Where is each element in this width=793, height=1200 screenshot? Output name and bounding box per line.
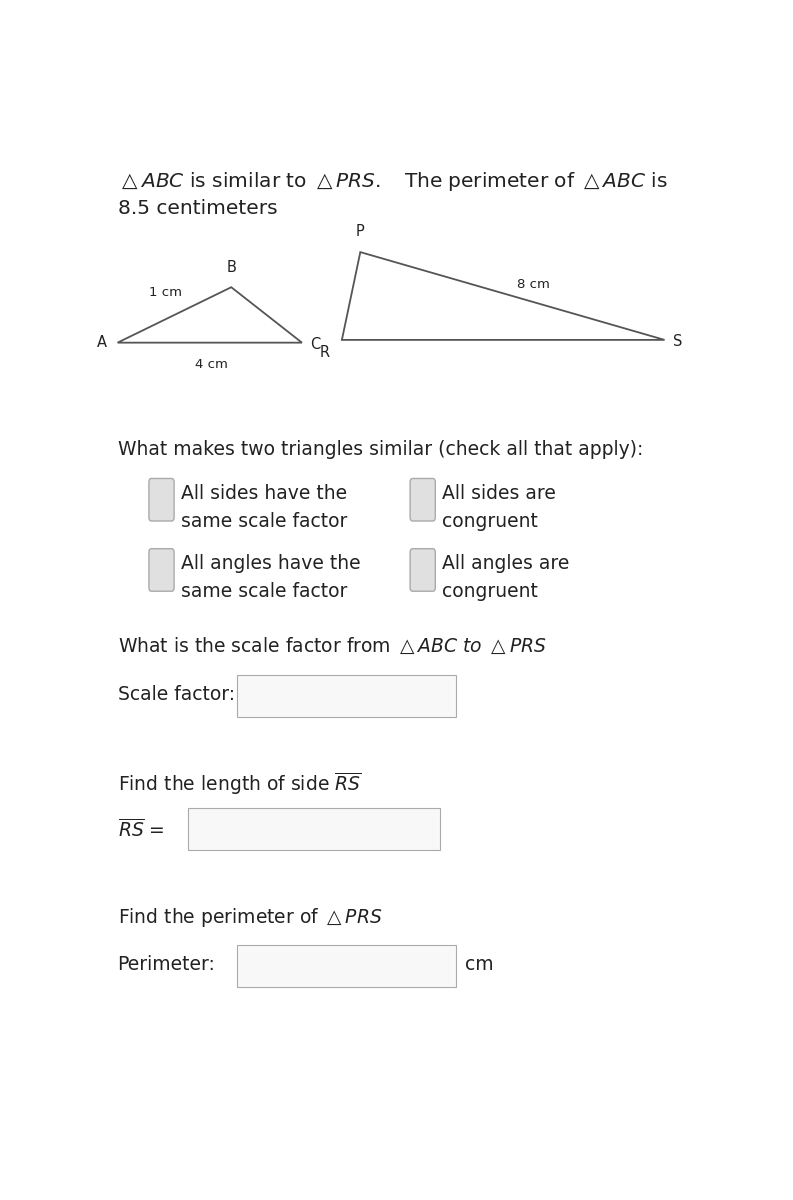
Text: What makes two triangles similar (check all that apply):: What makes two triangles similar (check … <box>117 439 643 458</box>
Text: All angles are: All angles are <box>442 554 569 574</box>
FancyBboxPatch shape <box>188 809 440 850</box>
Text: 8.5 centimeters: 8.5 centimeters <box>117 199 278 218</box>
Text: All sides are: All sides are <box>442 484 556 503</box>
Text: congruent: congruent <box>442 511 538 530</box>
Text: same scale factor: same scale factor <box>181 582 347 601</box>
Text: P: P <box>355 224 364 239</box>
Text: Scale factor:: Scale factor: <box>117 684 235 703</box>
Text: cm: cm <box>465 955 493 974</box>
Text: Perimeter:: Perimeter: <box>117 955 216 974</box>
FancyBboxPatch shape <box>237 676 455 716</box>
FancyBboxPatch shape <box>149 548 174 592</box>
Text: C: C <box>310 337 320 352</box>
Text: Find the length of side $\overline{RS}$: Find the length of side $\overline{RS}$ <box>117 770 361 797</box>
Text: 1 cm: 1 cm <box>149 287 182 299</box>
Text: R: R <box>320 346 330 360</box>
Text: $\overline{RS}$ =: $\overline{RS}$ = <box>117 818 164 841</box>
FancyBboxPatch shape <box>410 479 435 521</box>
FancyBboxPatch shape <box>237 946 455 986</box>
Text: S: S <box>672 335 682 349</box>
Text: same scale factor: same scale factor <box>181 511 347 530</box>
Text: congruent: congruent <box>442 582 538 601</box>
Text: All angles have the: All angles have the <box>181 554 361 574</box>
Text: What is the scale factor from $\triangle ABC$ $to$ $\triangle PRS$: What is the scale factor from $\triangle… <box>117 636 546 655</box>
Text: All sides have the: All sides have the <box>181 484 347 503</box>
Text: A: A <box>97 335 106 350</box>
Text: $\triangle ABC$ is similar to $\triangle PRS$$.$   The perimeter of $\triangle A: $\triangle ABC$ is similar to $\triangle… <box>117 170 668 193</box>
Text: 8 cm: 8 cm <box>517 278 550 290</box>
Text: 4 cm: 4 cm <box>195 359 228 371</box>
FancyBboxPatch shape <box>149 479 174 521</box>
FancyBboxPatch shape <box>410 548 435 592</box>
Text: Find the perimeter of $\triangle PRS$: Find the perimeter of $\triangle PRS$ <box>117 906 382 929</box>
Text: B: B <box>226 260 236 275</box>
